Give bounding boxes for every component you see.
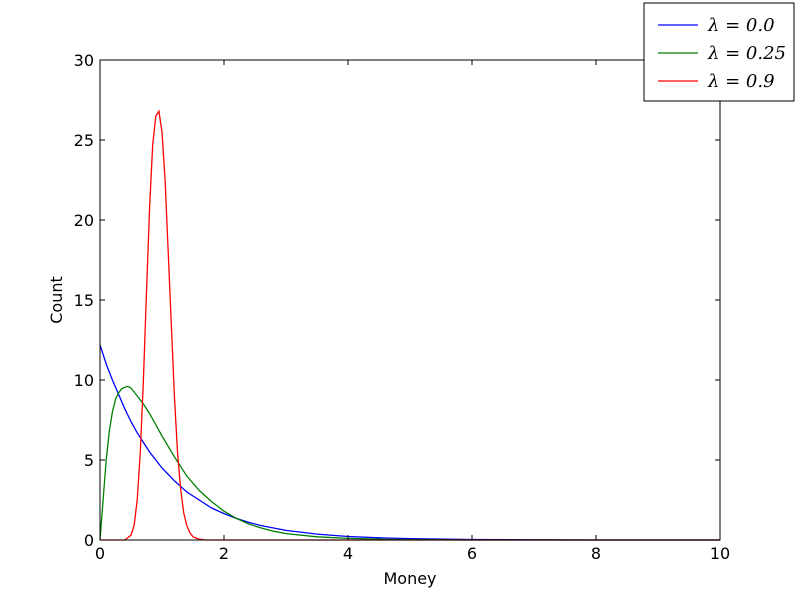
y-tick-label: 25 [74,131,94,150]
y-tick-label: 0 [84,531,94,550]
legend-label-2: λ = 0.9 [707,71,775,92]
y-tick-label: 30 [74,51,94,70]
series-line-0 [99,344,720,541]
legend-label-1: λ = 0.25 [707,43,786,64]
legend-label-0: λ = 0.0 [707,15,775,36]
y-tick-label: 5 [84,451,94,470]
y-axis-title: Count [47,276,66,324]
x-tick-label: 6 [467,544,477,563]
y-tick-label: 10 [74,371,94,390]
x-tick-label: 10 [710,544,730,563]
series-lines [99,109,720,541]
y-tick-label: 15 [74,291,94,310]
series-line-2 [100,109,720,541]
x-tick-label: 0 [95,544,105,563]
legend: λ = 0.0 λ = 0.25 λ = 0.9 [643,2,795,102]
series-line-1 [99,385,720,541]
x-tick-label: 4 [343,544,353,563]
x-tick-label: 2 [219,544,229,563]
axis-ticks: 0 2 4 6 8 10 0 5 10 15 20 25 30 [74,51,731,563]
x-tick-label: 8 [591,544,601,563]
x-axis-title: Money [383,569,436,588]
y-tick-label: 20 [74,211,94,230]
legend-box [643,2,795,102]
